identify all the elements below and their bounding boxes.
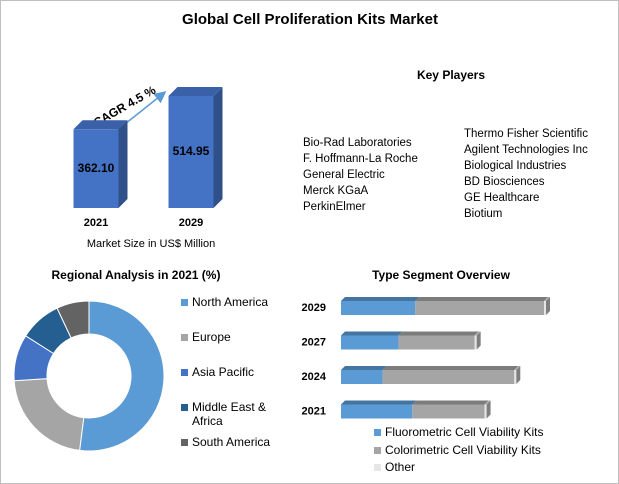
legend-marker [374,429,381,436]
bar-segment [341,301,416,315]
legend-item: Fluorometric Cell Viability Kits [374,425,544,439]
key-player: Biotium [464,208,502,220]
bar-top [544,297,550,301]
bar-segment [341,335,399,350]
bar-top [398,331,479,336]
legend-label: Colorimetric Cell Viability Kits [385,442,541,457]
legend-label: Asia Pacific [192,365,255,379]
bar-top [341,400,417,405]
bar-segment [484,404,487,419]
donut-slice [56,300,90,339]
donut-slice [79,300,165,452]
key-player: GE Healthcare [464,192,539,204]
key-player: Biological Industries [464,160,567,172]
key-player: F. Hoffmann-La Roche [303,153,418,165]
y-tick-label: 2027 [302,336,326,348]
bar-top [415,297,549,301]
legend-label: Fluorometric Cell Viability Kits [385,425,544,439]
legend-label: Middle East & Africa [192,400,267,428]
legend-item: South America [181,435,276,449]
bar-side [118,120,128,208]
legend-marker [374,446,381,454]
legend-label: Other [385,460,416,474]
bar-segment [341,370,383,384]
bar-segment [544,301,546,315]
page-title: Global Cell Proliferation Kits Market [182,11,438,28]
bar-top [514,366,521,370]
legend-marker [181,404,188,411]
legend-item: Other [374,460,415,474]
key-player: General Electric [303,169,385,181]
legend: North America Europe Asia Pacific Middle Ea… [181,295,281,455]
x-tick-label: 2021 [84,217,108,229]
key-player: Merck KGaA [303,185,369,197]
key-player: Agilent Technologies Inc [464,144,588,156]
x-tick-label: 2029 [179,217,203,229]
donut-title: Regional Analysis in 2021 (%) [52,268,221,282]
bar [73,129,119,208]
value-label: 514.95 [173,144,210,158]
donut-slice [13,378,85,451]
bar-segment [341,404,413,419]
bar-segment [398,335,475,350]
legend-marker [374,464,381,471]
legend-item: North America [181,295,276,309]
legend-item: Asia Pacific [181,365,276,379]
bar-top [341,297,420,301]
bar-segment [514,370,517,384]
segment-title: Type Segment Overview [372,268,510,282]
x-axis-label: Market Size in US$ Million [87,238,215,250]
y-tick-label: 2029 [302,302,326,314]
legend-marker [181,334,188,341]
key-player: BD Biosciences [464,176,545,188]
bar-top [484,400,491,405]
bar-top [73,120,128,130]
legend-marker [181,439,188,446]
bar-side [476,331,481,350]
legend-label: Europe [192,330,231,344]
key-player: PerkinElmer [303,201,366,213]
bar-top [341,331,403,336]
legend-marker [181,299,188,306]
key-player: Bio-Rad Laboratories [303,137,412,149]
bar [168,96,214,208]
legend-item: Europe [181,330,276,344]
bar-segment [412,404,485,419]
legend-label: North America [192,295,269,309]
bar-side [486,400,491,419]
bar-top [474,331,481,336]
legend: Fluorometric Cell Viability Kits Colorime… [374,425,574,480]
bar-segment [474,335,477,350]
bar-segment [415,301,545,315]
bar-side [213,87,223,208]
bar-side [516,366,521,384]
y-tick-label: 2024 [302,371,327,383]
legend-item: Middle East & Africa [181,400,276,428]
key-player: Thermo Fisher Scientific [464,128,588,140]
value-label: 362.10 [78,161,115,175]
legend-marker [181,369,188,376]
legend-label: South America [192,435,271,449]
bar-top [168,87,223,96]
bar-top [382,366,519,370]
bar-top [341,366,387,370]
bar-side [546,297,550,315]
bar-segment [382,370,515,384]
key-players-title: Key Players [417,68,485,82]
y-tick-label: 2021 [302,405,326,417]
legend-item: Colorimetric Cell Viability Kits [374,443,541,457]
bar-top [412,400,489,405]
